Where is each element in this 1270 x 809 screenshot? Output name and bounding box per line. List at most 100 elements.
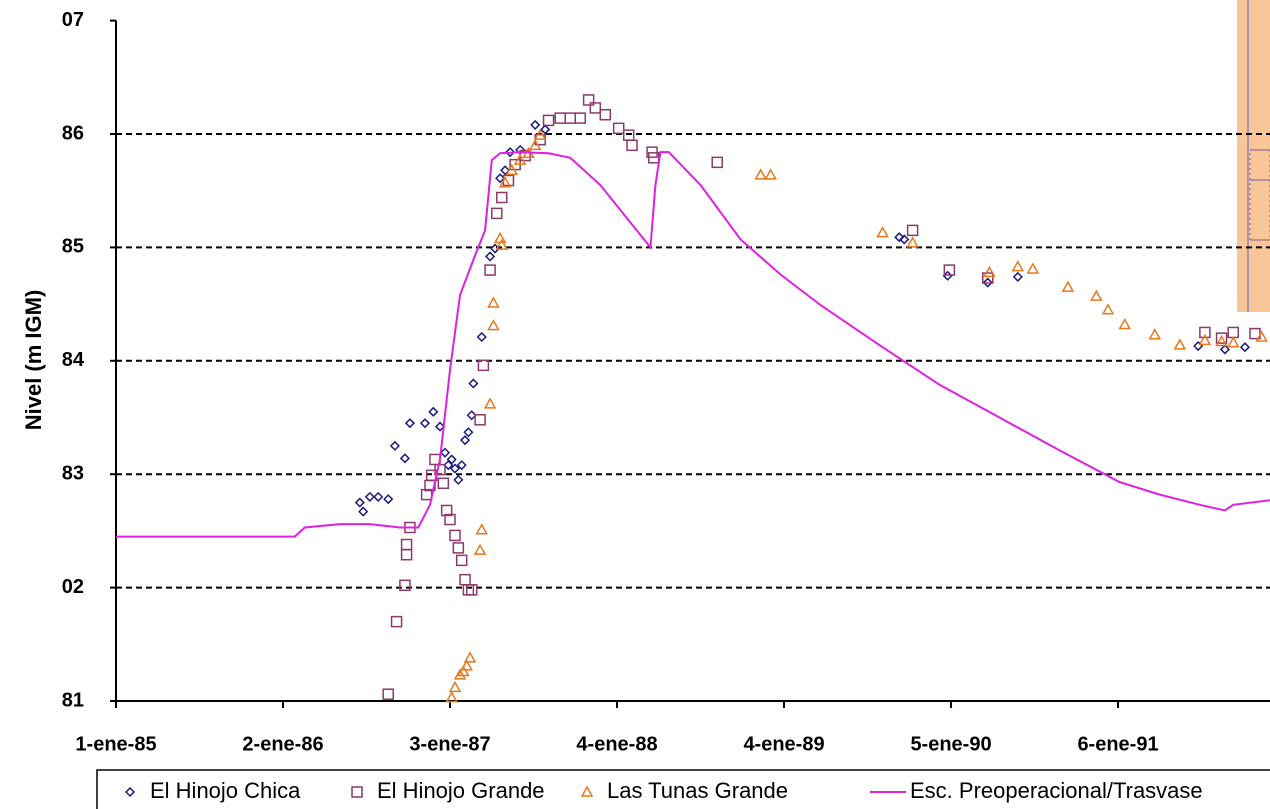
square-point	[1199, 326, 1211, 339]
legend-label: El Hinojo Chica	[150, 778, 301, 803]
triangle-point	[460, 659, 473, 671]
x-tick-label: 6-ene-91	[1077, 733, 1158, 755]
triangle-point	[463, 651, 477, 663]
diamond-point	[1219, 344, 1230, 355]
square-point	[943, 264, 956, 276]
diamond-point	[463, 427, 474, 438]
diamond-point	[505, 147, 516, 158]
triangle-point	[754, 168, 767, 180]
diamond-point	[453, 474, 464, 485]
square-point	[589, 102, 602, 114]
series-line	[116, 151, 1270, 538]
triangle-point	[906, 236, 919, 248]
triangle-point	[1148, 328, 1162, 340]
legend-label: Las Tunas Grande	[607, 778, 788, 803]
legend-box	[96, 769, 1270, 809]
diamond-point	[389, 440, 400, 451]
diamond-point	[982, 277, 993, 288]
diamond-point	[540, 124, 551, 135]
inset-background	[1237, 0, 1270, 312]
triangle-point	[876, 226, 889, 238]
diamond-point	[439, 447, 451, 458]
square-point	[400, 538, 413, 551]
diamond-point	[894, 232, 905, 243]
square-point	[554, 112, 566, 124]
triangle-point	[983, 265, 996, 278]
square-point	[449, 529, 461, 542]
diamond-point	[530, 119, 541, 130]
triangle-point	[448, 680, 462, 693]
legend-marker	[351, 786, 363, 798]
diamond-point	[364, 491, 375, 502]
triangle-point	[1226, 336, 1240, 348]
square-point	[1215, 332, 1228, 344]
square-point	[462, 584, 475, 596]
triangle-point	[1061, 280, 1075, 292]
triangle-point	[764, 168, 777, 180]
square-point	[390, 615, 403, 628]
legend-marker	[124, 786, 136, 798]
triangle-point	[473, 543, 487, 555]
y-tick-label: 86	[62, 122, 84, 144]
triangle-point	[493, 231, 507, 244]
square-point	[434, 463, 446, 476]
square-point	[491, 207, 503, 220]
square-point	[455, 554, 468, 567]
triangle-point	[1101, 303, 1115, 315]
x-tick-label: 3-ene-87	[409, 733, 490, 755]
triangle-point	[495, 238, 509, 250]
legend-label: El Hinojo Grande	[377, 778, 545, 803]
x-tick-label: 2-ene-86	[242, 733, 323, 755]
square-point	[440, 504, 453, 517]
triangle-point	[1011, 260, 1025, 272]
y-axis-title: Nivel (m IGM)	[21, 290, 46, 431]
x-tick-label: 5-ene-90	[910, 733, 991, 755]
x-tick-label: 4-ene-88	[576, 733, 657, 755]
triangle-point	[453, 668, 467, 680]
square-point	[599, 108, 612, 121]
diamond-point	[358, 506, 369, 517]
triangle-point	[505, 163, 519, 176]
x-tick-label: 1-ene-85	[75, 733, 156, 755]
square-point	[906, 224, 919, 237]
diamond-point	[354, 497, 365, 508]
triangle-point	[533, 128, 547, 140]
diamond-point	[485, 251, 496, 262]
diamond-point	[383, 494, 394, 505]
triangle-point	[1118, 317, 1131, 330]
square-point	[574, 112, 587, 124]
triangle-point	[1198, 333, 1212, 346]
square-point	[542, 114, 555, 127]
square-point	[982, 272, 994, 284]
triangle-point	[475, 523, 489, 535]
square-point	[711, 156, 723, 169]
square-point	[582, 94, 595, 106]
y-tick-label: 07	[62, 9, 84, 31]
diamond-point	[449, 463, 461, 474]
diamond-point	[500, 165, 511, 176]
diamond-point	[1012, 271, 1023, 282]
triangle-point	[1090, 289, 1103, 301]
square-point	[459, 573, 471, 586]
diamond-point	[404, 418, 415, 429]
diamond-point	[1239, 342, 1251, 353]
x-tick-label: 4-ene-89	[743, 733, 824, 755]
diamond-point	[434, 421, 446, 432]
square-point	[626, 139, 638, 152]
diamond-point	[373, 491, 384, 502]
square-point	[1227, 326, 1240, 339]
square-point	[444, 513, 456, 526]
y-tick-label: 84	[62, 349, 85, 371]
diamond-point	[428, 406, 439, 417]
square-point	[496, 191, 508, 204]
square-point	[484, 264, 496, 276]
square-point	[477, 359, 490, 372]
diamond-point	[468, 378, 479, 389]
diamond-point	[446, 454, 457, 465]
square-point	[474, 414, 486, 426]
triangle-point	[487, 319, 500, 331]
diamond-point	[459, 435, 471, 446]
y-tick-label: 83	[62, 462, 84, 484]
diamond-point	[419, 418, 431, 429]
